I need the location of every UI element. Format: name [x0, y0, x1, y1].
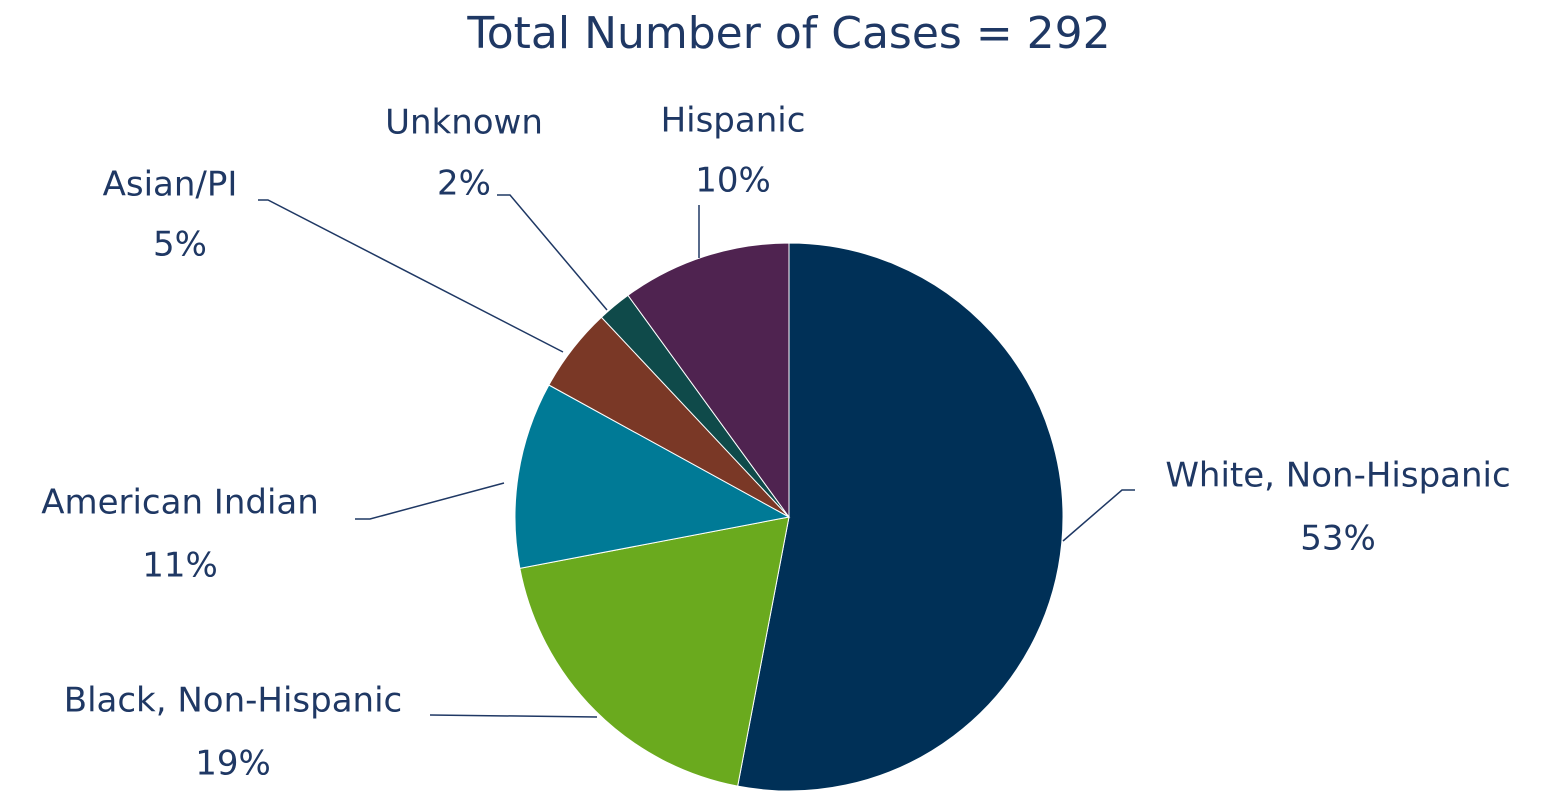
pie-slice: [627, 242, 790, 519]
slice-label: Black, Non-Hispanic: [64, 681, 403, 721]
leader-line: [258, 199, 564, 353]
pie-slice: [737, 242, 1064, 792]
slice-label: Hispanic: [661, 101, 806, 141]
slice-label: Asian/PI: [103, 165, 238, 205]
slice-label: American Indian: [41, 483, 319, 523]
slice-label: Unknown: [385, 103, 543, 143]
leader-line: [1062, 489, 1135, 542]
leader-line: [355, 482, 505, 520]
value-label: 2%: [437, 164, 491, 204]
pie-slice: [519, 516, 790, 787]
pie-slice: [514, 384, 791, 569]
slice-label: White, Non-Hispanic: [1165, 456, 1510, 496]
chart-title: Total Number of Cases = 292: [466, 8, 1110, 59]
value-label: 53%: [1300, 519, 1376, 559]
value-label: 5%: [153, 225, 207, 265]
leader-line: [497, 194, 608, 311]
leader-line: [429, 714, 598, 718]
value-label: 19%: [195, 744, 271, 784]
value-label: 11%: [142, 546, 218, 586]
value-label: 10%: [695, 161, 771, 201]
